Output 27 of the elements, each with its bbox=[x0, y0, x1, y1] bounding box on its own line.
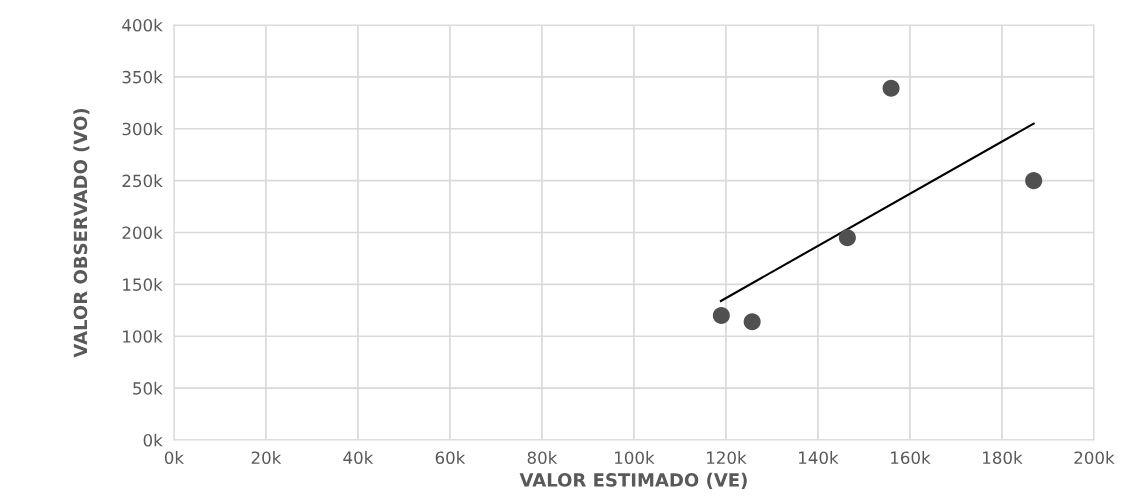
y-tick-label: 100k bbox=[123, 329, 163, 343]
x-tick-label: 160k bbox=[891, 451, 931, 465]
x-tick-label: 20k bbox=[251, 451, 282, 465]
x-tick-label: 100k bbox=[615, 451, 655, 465]
x-tick-label: 120k bbox=[707, 451, 747, 465]
x-tick-label: 40k bbox=[343, 451, 374, 465]
point bbox=[838, 229, 856, 247]
x-tick-label: 180k bbox=[983, 451, 1023, 465]
x-tick-label: 80k bbox=[527, 451, 558, 465]
y-axis-title: VALOR OBSERVADO (VO) bbox=[73, 108, 90, 358]
point bbox=[743, 313, 761, 331]
y-tick-label: 300k bbox=[122, 122, 163, 136]
x-tick-label: 0k bbox=[164, 451, 184, 465]
x-tick-label: 60k bbox=[435, 451, 466, 465]
y-tick-label: 150k bbox=[123, 278, 163, 291]
y-tick-label: 50k bbox=[133, 381, 163, 395]
point bbox=[1025, 172, 1043, 190]
y-tick-label: 250k bbox=[122, 174, 163, 188]
y-tick-label: 200k bbox=[122, 226, 163, 240]
x-axis-title: VALOR ESTIMADO (VE) bbox=[519, 472, 747, 489]
y-tick-label: 350k bbox=[122, 70, 163, 84]
point bbox=[882, 79, 900, 97]
y-tick-label: 400k bbox=[122, 18, 163, 32]
x-tick-label: 200k bbox=[1074, 451, 1115, 465]
point bbox=[712, 306, 730, 325]
y-tick-label: 0k bbox=[143, 433, 163, 447]
x-tick-label: 140k bbox=[799, 451, 839, 465]
